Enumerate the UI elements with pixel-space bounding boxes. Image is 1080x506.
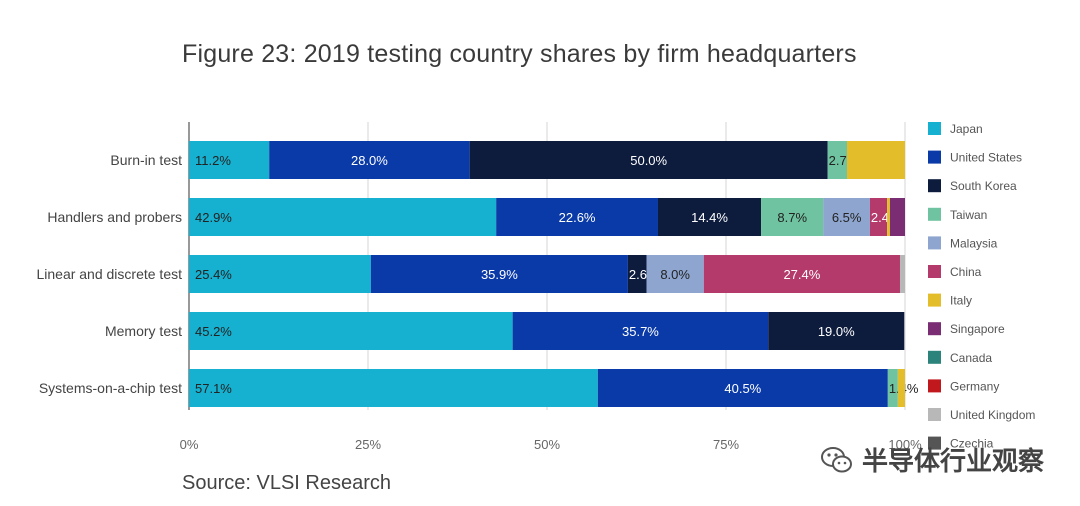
bar-segment xyxy=(189,369,598,407)
category-label: Systems-on-a-chip test xyxy=(39,380,182,396)
bar-segment xyxy=(768,312,905,350)
legend-label: Czechia xyxy=(950,437,994,451)
data-label: 45.2% xyxy=(195,324,232,339)
bar-segment xyxy=(269,141,470,179)
bar-segment xyxy=(889,198,905,236)
legend-label: South Korea xyxy=(950,179,1017,193)
bar-segment xyxy=(761,198,824,236)
category-label: Burn-in test xyxy=(110,152,182,168)
data-label: 19.0% xyxy=(818,324,855,339)
bar-segment xyxy=(869,198,888,236)
data-label: 57.1% xyxy=(195,381,232,396)
legend-label: Taiwan xyxy=(950,208,987,222)
category-label: Handlers and probers xyxy=(47,209,182,225)
bar-segment xyxy=(887,198,890,236)
bar-segment xyxy=(627,255,647,293)
bar-segment xyxy=(887,369,898,407)
data-label: 6.5% xyxy=(832,210,862,225)
legend-label: United Kingdom xyxy=(950,408,1035,422)
x-tick-label: 0% xyxy=(180,437,199,452)
chart-title: Figure 23: 2019 testing country shares b… xyxy=(182,40,857,68)
x-tick-labels: 0% 25% 50% 75% 100% xyxy=(180,437,922,452)
legend-swatch xyxy=(928,236,941,250)
legend: Japan United States South Korea Taiwan Malay… xyxy=(928,122,1035,451)
data-label: 8.7% xyxy=(777,210,807,225)
bars: 11.2% 28.0% 50.0% 2.7%42.9% 22.6% 14.4% 8.7% 6.… xyxy=(189,141,919,407)
legend-swatch xyxy=(928,350,941,364)
data-label: 11.2% xyxy=(195,153,231,168)
bar-segment xyxy=(189,198,497,236)
data-label: 40.5% xyxy=(724,381,761,396)
watermark: 半导体行业观察 xyxy=(820,441,1044,478)
bar-segment xyxy=(703,255,900,293)
legend-swatch xyxy=(928,322,941,336)
legend-swatch xyxy=(928,207,941,221)
category-label: Linear and discrete test xyxy=(36,266,182,282)
legend-label: Germany xyxy=(950,379,999,393)
bar-segment xyxy=(189,255,371,293)
bar-segment xyxy=(189,312,513,350)
data-label: 42.9% xyxy=(195,210,232,225)
legend-label: Japan xyxy=(950,122,983,136)
bar-segment xyxy=(899,255,905,293)
data-label: 35.7% xyxy=(622,324,659,339)
bar-segment xyxy=(469,141,828,179)
category-labels: Burn-in test Handlers and probers Linear a… xyxy=(36,152,182,396)
x-tick-label: 100% xyxy=(888,437,922,452)
legend-label: Canada xyxy=(950,351,992,365)
bar-segment xyxy=(597,369,888,407)
data-label: 35.9% xyxy=(481,267,518,282)
legend-swatch xyxy=(928,408,941,421)
data-label: 27.4% xyxy=(783,267,820,282)
legend-swatch xyxy=(928,122,941,135)
legend-swatch xyxy=(928,265,941,278)
bar-segment xyxy=(827,141,848,179)
wechat-icon xyxy=(821,446,852,472)
legend-swatch xyxy=(928,293,941,307)
bar-segment xyxy=(646,255,704,293)
legend-swatch xyxy=(928,436,941,450)
legend-label: Malaysia xyxy=(950,236,998,250)
bar-segment xyxy=(897,369,905,407)
legend-swatch xyxy=(928,150,941,164)
legend-label: China xyxy=(950,265,982,279)
bar-segment xyxy=(847,141,905,179)
data-label: 22.6% xyxy=(559,210,596,225)
source-note: Source: VLSI Research xyxy=(182,472,391,494)
data-label: 14.4% xyxy=(691,210,728,225)
bar-segment xyxy=(823,198,870,236)
legend-label: Italy xyxy=(950,294,972,308)
data-label: 50.0% xyxy=(630,153,667,168)
category-label: Memory test xyxy=(105,323,182,339)
data-label: 28.0% xyxy=(351,153,388,168)
bar-segment xyxy=(189,141,270,179)
legend-swatch xyxy=(928,379,941,393)
legend-swatch xyxy=(928,179,941,193)
bar-segment xyxy=(657,198,762,236)
legend-label: United States xyxy=(950,151,1022,165)
bar-segment xyxy=(370,255,628,293)
x-tick-label: 50% xyxy=(534,437,560,452)
bar-segment xyxy=(512,312,769,350)
x-tick-label: 75% xyxy=(713,437,739,452)
bar-segment xyxy=(496,198,658,236)
data-label: 25.4% xyxy=(195,267,232,282)
x-tick-label: 25% xyxy=(355,437,381,452)
data-label: 8.0% xyxy=(660,267,690,282)
watermark-text: 半导体行业观察 xyxy=(862,446,1045,476)
legend-label: Singapore xyxy=(950,322,1005,336)
